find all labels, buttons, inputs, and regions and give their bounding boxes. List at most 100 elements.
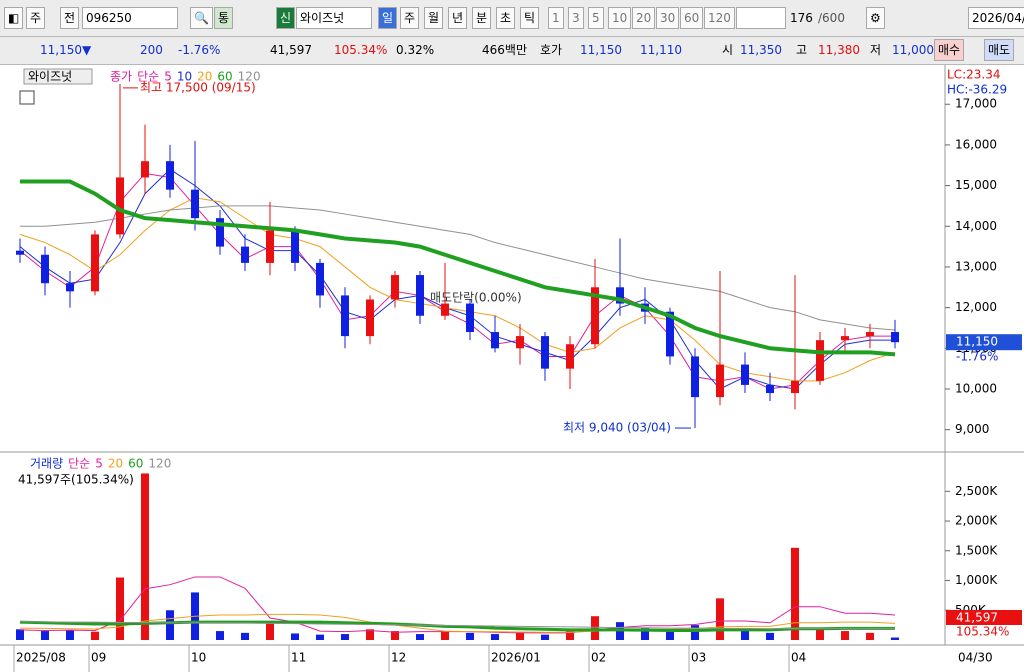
y-tick-label: 1,000K: [955, 573, 998, 587]
candle-body: [591, 287, 599, 345]
x-tick-label: 04: [791, 651, 806, 665]
volume-bar: [41, 631, 49, 640]
candle-body: [216, 218, 224, 247]
candle-body: [841, 336, 849, 341]
candle-body: [816, 340, 824, 381]
legend-entry: 60: [128, 457, 143, 471]
low: 11,000: [892, 43, 934, 57]
count[interactable]: 176: [790, 11, 813, 25]
open-label: 시: [722, 43, 734, 57]
legend-entry: 120: [238, 70, 261, 84]
annotation: 최고 17,500 (09/15): [140, 80, 256, 94]
candle-body: [891, 332, 899, 343]
y-tick-label: 15,000: [955, 178, 997, 192]
legend-entry: 10: [177, 70, 192, 84]
code-input[interactable]: 096250: [82, 7, 178, 29]
prev[interactable]: 전: [60, 7, 80, 29]
period[interactable]: 월: [424, 7, 444, 29]
tong[interactable]: 통: [214, 7, 234, 29]
volume-bar: [816, 628, 824, 640]
interval[interactable]: 20: [632, 7, 656, 29]
last-volume-box: [946, 610, 1022, 625]
grid-icon[interactable]: [19, 90, 35, 105]
period[interactable]: 일: [378, 7, 398, 29]
candle-body: [391, 275, 399, 300]
period[interactable]: 초: [496, 7, 516, 29]
y-tick-label: 1,500K: [955, 543, 998, 557]
ma-line: [19, 172, 895, 390]
tool-buttons[interactable]: ⚙: [866, 7, 885, 29]
volume-bar: [691, 625, 699, 640]
interval[interactable]: 10: [608, 7, 632, 29]
candle-body: [66, 283, 74, 292]
sell-button[interactable]: 매도: [984, 39, 1015, 61]
candle-body: [441, 303, 449, 316]
amount: 466백만: [482, 43, 527, 57]
last-ratio: 105.34%: [956, 625, 1009, 639]
legend-label: 단순: [137, 70, 159, 84]
candle-body: [341, 295, 349, 337]
interval[interactable]: 1: [548, 7, 564, 29]
x-tick-label: 03: [691, 651, 706, 665]
date[interactable]: 2026/04/: [968, 7, 1024, 29]
volume-bar: [441, 631, 449, 640]
last-volume-label: 41,597: [956, 611, 998, 625]
volume-bar: [216, 631, 224, 640]
lc-label: LC:23.34: [947, 68, 1000, 82]
period[interactable]: 틱: [520, 7, 540, 29]
volume-bar: [491, 634, 499, 640]
turnover: 0.32%: [396, 43, 435, 57]
interval[interactable]: 30: [656, 7, 680, 29]
interval[interactable]: 60: [680, 7, 704, 29]
ma-line: [19, 168, 895, 390]
interval[interactable]: 3: [568, 7, 584, 29]
volume-bar: [341, 634, 349, 640]
x-tick-label: 02: [591, 651, 606, 665]
interval[interactable]: 5: [588, 7, 604, 29]
last-change: -1.76%: [956, 350, 998, 364]
hc-label: HC:-36.29: [947, 83, 1007, 97]
x-tick-label: 2025/08: [16, 651, 66, 665]
note: 매도단락(0.00%): [430, 291, 522, 305]
volume-bar: [716, 598, 724, 640]
candle-body: [491, 332, 499, 349]
y-tick-label: 12,000: [955, 300, 997, 314]
candle-body: [91, 234, 99, 292]
candle-body: [116, 177, 124, 235]
volume-bar: [516, 632, 524, 640]
candle-body: [366, 299, 374, 337]
volume-bar: [91, 631, 99, 640]
y-tick-label: 17,000: [955, 97, 997, 111]
interval[interactable]: 120: [704, 7, 735, 29]
volume-bar: [66, 630, 74, 640]
period[interactable]: 주: [400, 7, 420, 29]
chart-title: 거래량: [30, 457, 63, 471]
candle-body: [866, 332, 874, 337]
period[interactable]: 분: [472, 7, 492, 29]
volume-bar: [866, 632, 874, 640]
menu-button[interactable]: ◧: [4, 7, 24, 29]
volume-bar: [241, 632, 249, 640]
volume-bar: [591, 616, 599, 640]
candle-body: [241, 246, 249, 263]
volume-bar: [741, 628, 749, 640]
period[interactable]: 년: [448, 7, 468, 29]
y-tick-label: 13,000: [955, 259, 997, 273]
stock-name: 와이즈넛: [296, 7, 372, 29]
interval-input[interactable]: [736, 7, 786, 29]
search[interactable]: 🔍: [190, 7, 213, 29]
legend-entry: 20: [108, 457, 123, 471]
buy-button[interactable]: 매수: [934, 39, 965, 61]
count-max: /600: [818, 11, 845, 25]
volume-bar: [166, 610, 174, 640]
credit[interactable]: 신: [276, 7, 296, 29]
volume-bar: [891, 637, 899, 640]
y-tick-label: 9,000: [955, 422, 989, 436]
volume-bar: [141, 473, 149, 640]
legend-label: 단순: [68, 457, 90, 471]
y-tick-label: 2,000K: [955, 514, 998, 528]
market[interactable]: 주: [26, 7, 46, 29]
candle-body: [316, 262, 324, 296]
high-label: 고: [796, 43, 808, 57]
